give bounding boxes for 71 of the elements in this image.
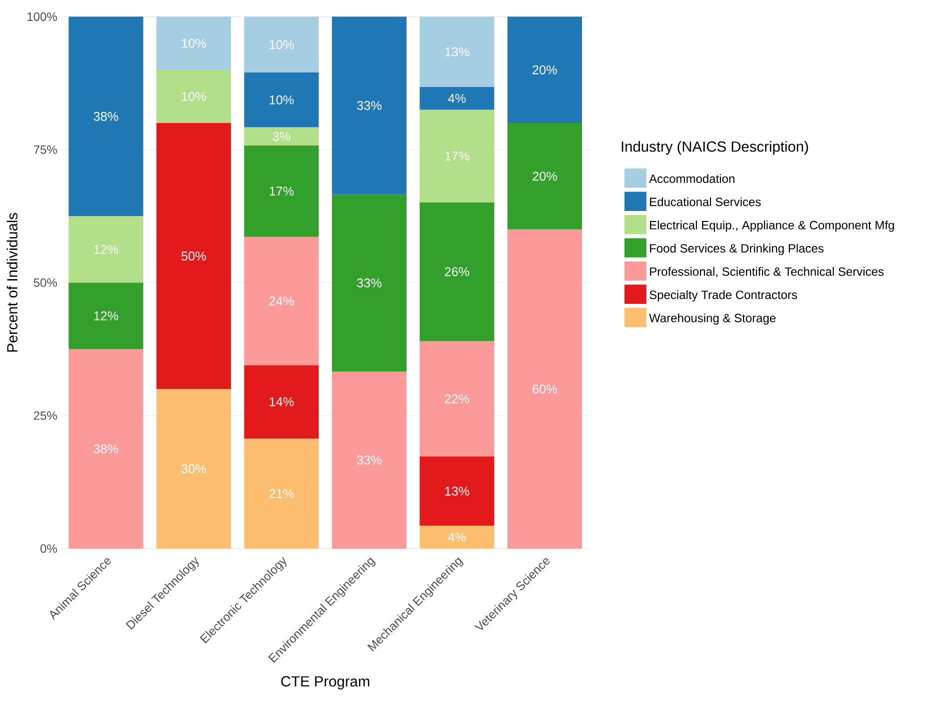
bar <box>420 202 494 341</box>
y-tick-label: 100% <box>28 12 57 21</box>
data-label: 3% <box>272 132 290 141</box>
y-tick-label: 50% <box>34 278 57 287</box>
data-label: 17% <box>445 151 470 160</box>
legend-label: Professional, Scientific & Technical Services <box>650 266 884 278</box>
data-label: 22% <box>444 394 470 404</box>
bar <box>68 216 144 282</box>
bar <box>507 122 582 230</box>
y-tick-label: 25% <box>34 411 57 420</box>
data-label: 33% <box>357 278 382 288</box>
data-label: 4% <box>448 94 466 103</box>
bar <box>332 371 407 548</box>
bar <box>244 145 319 237</box>
data-label: 21% <box>269 488 294 498</box>
y-axis-title: Percent of Individuals <box>6 212 18 352</box>
bar <box>156 122 232 389</box>
bar <box>332 16 407 194</box>
data-label: 10% <box>182 92 206 101</box>
data-label: 13% <box>445 486 470 496</box>
bar <box>420 86 494 110</box>
data-label: 38% <box>94 444 118 454</box>
x-axis-title: CTE Program <box>281 676 370 690</box>
bar <box>68 348 144 548</box>
data-label: 33% <box>357 455 382 464</box>
bar <box>244 236 319 365</box>
bar <box>420 16 494 87</box>
data-label: 38% <box>94 112 118 121</box>
legend-label: Electrical Equip., Appliance & Component Mfg <box>650 220 894 232</box>
legend-label: Accommodation <box>649 174 734 183</box>
bar <box>244 72 319 128</box>
data-label: 26% <box>444 267 470 276</box>
legend-label: Educational Services <box>650 197 761 206</box>
bar <box>244 16 319 72</box>
data-label: 10% <box>270 40 294 49</box>
data-label: 12% <box>94 311 118 320</box>
data-label: 20% <box>532 172 557 181</box>
data-label: 12% <box>94 244 118 254</box>
legend-label: Specialty Trade Contractors <box>650 290 798 302</box>
legend-label: Warehousing & Storage <box>649 313 776 324</box>
bar <box>420 525 494 548</box>
bar <box>68 282 144 349</box>
bar <box>332 194 407 372</box>
data-label: 4% <box>448 532 466 542</box>
data-label: 20% <box>532 65 557 74</box>
data-label: 10% <box>270 95 294 104</box>
bar <box>244 127 319 146</box>
data-label: 10% <box>182 38 206 48</box>
data-label: 24% <box>269 296 294 306</box>
data-label: 50% <box>182 251 206 260</box>
y-tick-label: 75% <box>34 145 57 154</box>
bar <box>244 364 319 438</box>
data-label: 60% <box>532 384 557 394</box>
y-tick-label: 0% <box>40 544 57 553</box>
data-label: 33% <box>357 100 382 110</box>
data-label: 13% <box>445 47 470 56</box>
data-label: 14% <box>270 397 294 406</box>
data-label: 30% <box>182 464 206 474</box>
data-label: 17% <box>270 186 294 196</box>
bar <box>507 16 582 123</box>
bar <box>156 16 232 70</box>
bar <box>420 340 494 456</box>
bar <box>244 438 319 548</box>
bar <box>156 388 232 548</box>
bar <box>68 16 144 216</box>
bar <box>507 229 582 548</box>
legend-label: Food Services & Drinking Places <box>650 244 824 255</box>
legend-title: Industry (NAICS Description) <box>622 140 808 154</box>
bar <box>420 456 494 526</box>
bar <box>420 110 494 202</box>
bar <box>156 70 232 123</box>
